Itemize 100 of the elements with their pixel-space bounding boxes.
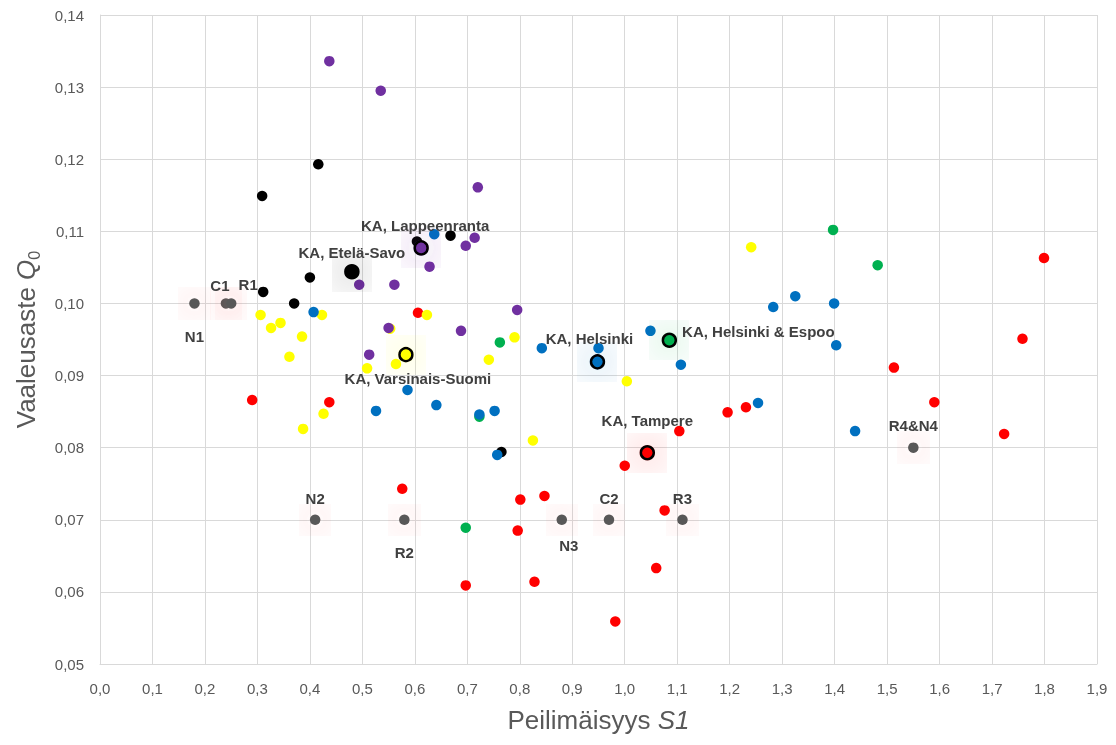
point (610, 616, 621, 627)
x-tick-label: 1,0 (614, 680, 636, 697)
point (318, 408, 329, 420)
annotation: R2 (394, 544, 414, 562)
point (257, 286, 269, 298)
x-axis-title: Peilimäisyys S1 (507, 705, 690, 736)
x-tick-label: 1,8 (1034, 680, 1055, 697)
point (740, 402, 752, 413)
point (828, 298, 840, 309)
point (361, 363, 373, 374)
point (455, 325, 467, 337)
point (515, 494, 526, 505)
x-tick-label: 1,7 (981, 680, 1003, 697)
x-tick-label: 0,7 (456, 680, 478, 697)
x-tick-label: 1,5 (876, 680, 898, 697)
point (790, 290, 801, 302)
series-label: KA, Helsinki & Espoo (682, 322, 835, 340)
point (297, 423, 309, 435)
point (246, 394, 258, 406)
x-tick-label: 0,6 (404, 680, 426, 697)
x-tick-label: 0,3 (246, 680, 268, 697)
point (412, 307, 424, 319)
point (265, 322, 277, 334)
point (413, 240, 429, 256)
annotation: R3 (672, 489, 693, 507)
y-tick-label: 0,13 (54, 78, 84, 96)
series-label: KA, Lappeenranta (360, 217, 490, 235)
annotation: C1 (210, 277, 230, 295)
point (353, 279, 365, 290)
x-tick-label: 0,5 (351, 680, 373, 697)
annotation: N2 (305, 489, 325, 507)
annotation: C2 (599, 489, 619, 507)
point (512, 525, 523, 536)
point (375, 85, 386, 96)
point (398, 346, 414, 363)
x-tick-label: 0,8 (509, 680, 531, 697)
point (397, 483, 408, 495)
y-axis-title: Vaaleusaste Q0 (10, 250, 43, 429)
annotation: N3 (559, 537, 579, 555)
point (460, 522, 471, 533)
y-tick-label: 0,12 (54, 150, 84, 168)
point (313, 159, 324, 170)
point (472, 182, 484, 193)
point (324, 396, 335, 408)
point (908, 442, 919, 453)
point (872, 259, 883, 271)
x-tick-label: 1,4 (824, 680, 846, 697)
y-tick-label: 0,08 (54, 439, 84, 457)
series-label: KA, Tampere (601, 411, 694, 429)
point (929, 396, 940, 408)
point (1017, 333, 1028, 345)
point (675, 359, 687, 370)
point (189, 298, 200, 309)
series-label: KA, Varsinais-Suomi (344, 370, 492, 388)
point (489, 405, 500, 417)
point (830, 340, 842, 351)
point (539, 490, 550, 502)
y-tick-label: 0,10 (54, 294, 84, 312)
point (639, 444, 656, 461)
point (460, 240, 471, 251)
point (1038, 252, 1050, 264)
point (370, 405, 382, 417)
point (650, 562, 662, 574)
point (483, 354, 495, 365)
y-tick-label: 0,06 (54, 583, 84, 601)
point (296, 331, 308, 342)
point (288, 298, 300, 309)
point (659, 505, 670, 516)
x-tick-label: 0,9 (561, 680, 583, 697)
point (529, 576, 540, 588)
point (324, 55, 335, 67)
y-tick-label: 0,05 (54, 655, 84, 673)
point (509, 332, 520, 343)
x-tick-label: 0,0 (89, 680, 111, 697)
point (536, 342, 548, 354)
x-tick-label: 0,1 (142, 680, 163, 697)
x-tick-label: 0,2 (194, 680, 216, 697)
annotation: R4&N4 (888, 417, 939, 435)
point (309, 514, 321, 526)
point (752, 397, 764, 409)
series-label: KA, Helsinki (545, 330, 634, 348)
point (421, 309, 433, 321)
point (255, 309, 266, 321)
point (661, 332, 678, 348)
point (745, 241, 757, 253)
x-tick-label: 1,3 (771, 680, 793, 697)
y-tick-label: 0,11 (55, 222, 84, 240)
point (768, 301, 779, 313)
point (344, 263, 360, 280)
annotation: R1 (238, 276, 258, 294)
annotation: N1 (184, 327, 205, 345)
point (304, 272, 316, 283)
point (284, 351, 295, 363)
point (888, 362, 900, 373)
point (363, 349, 375, 360)
x-tick-label: 0,4 (299, 680, 321, 697)
point (402, 384, 413, 396)
point (556, 514, 568, 526)
point (308, 306, 319, 318)
series-label: KA, Etelä-Savo (298, 243, 406, 261)
